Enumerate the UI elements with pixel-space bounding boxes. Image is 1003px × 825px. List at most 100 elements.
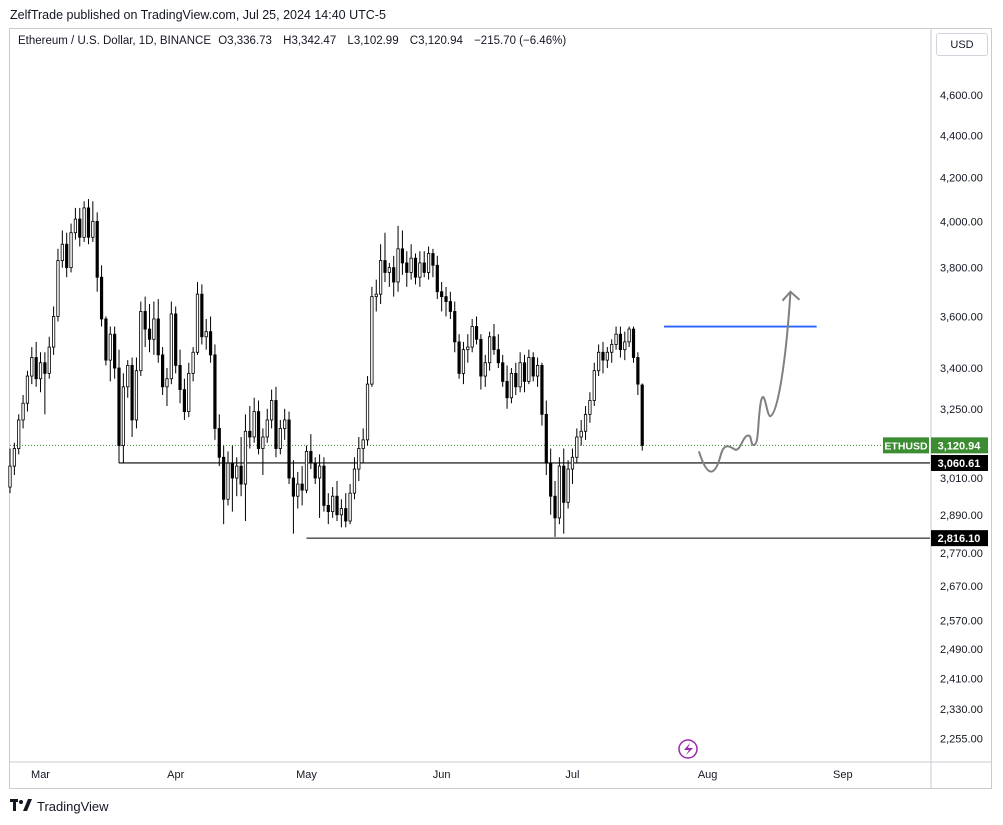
- candle-body: [99, 276, 104, 320]
- candle-body: [226, 462, 230, 500]
- candle-body: [409, 257, 413, 273]
- price-tag-value: 2,816.10: [938, 533, 981, 545]
- candle-body: [435, 264, 439, 293]
- candle-body: [296, 483, 300, 497]
- candle-body: [553, 495, 557, 519]
- candle-body: [95, 220, 99, 278]
- projection-arrow: [697, 291, 792, 473]
- candle-body: [339, 508, 343, 516]
- candle-body: [344, 508, 348, 522]
- candle-body: [361, 439, 365, 449]
- candle-body: [178, 365, 182, 390]
- candle-body: [235, 465, 239, 479]
- candle-body: [392, 267, 396, 283]
- candle-body: [413, 257, 418, 278]
- candle-body: [627, 328, 631, 343]
- currency-button[interactable]: USD: [936, 33, 988, 56]
- candle-body: [265, 419, 269, 438]
- candle-body: [12, 448, 16, 467]
- symbol-tag-label: ETHUSD: [884, 440, 928, 452]
- chart-legend: Ethereum / U.S. Dollar, 1D, BINANCE O3,3…: [18, 35, 570, 47]
- candle-body: [252, 411, 256, 438]
- candle-body: [134, 370, 139, 421]
- x-tick-label: Jul: [565, 769, 579, 781]
- price-tags: 3,120.94 ETHUSD 3,060.61 2,816.10: [883, 437, 988, 547]
- candle-body: [422, 262, 426, 273]
- candle-body: [21, 402, 25, 421]
- candle-body: [213, 354, 217, 429]
- y-tick-label: 2,890.00: [940, 510, 983, 522]
- candle-body: [444, 296, 448, 302]
- candle-body: [440, 291, 444, 298]
- candle-body: [405, 262, 409, 273]
- legend-change: −215.70 (−6.46%): [474, 35, 567, 47]
- candle-body: [230, 462, 234, 479]
- y-tick-label: 2,330.00: [940, 704, 983, 716]
- candle-body: [156, 318, 160, 356]
- candle-body: [17, 419, 21, 449]
- candle-body: [200, 293, 204, 338]
- price-tag-value: 3,060.61: [938, 458, 981, 470]
- candle-body: [117, 367, 121, 447]
- legend-open: 3,336.73: [227, 35, 272, 47]
- candle-body: [91, 220, 95, 238]
- candle-body: [618, 333, 623, 351]
- candle-body: [270, 400, 274, 421]
- candle-body: [614, 333, 618, 345]
- y-tick-label: 4,400.00: [940, 130, 983, 142]
- candle-body: [418, 262, 422, 278]
- candle-body: [400, 248, 405, 264]
- y-tick-label: 2,255.00: [940, 734, 983, 746]
- candle-body: [169, 313, 173, 380]
- candle-body: [575, 436, 579, 458]
- legend-close: 3,120.94: [418, 35, 463, 47]
- candle-body: [274, 400, 278, 449]
- candle-body: [309, 451, 313, 464]
- candle-body: [243, 430, 248, 485]
- candle-body: [191, 351, 195, 374]
- y-tick-label: 4,600.00: [940, 90, 983, 102]
- candle-body: [287, 419, 291, 479]
- candle-body: [43, 362, 47, 374]
- candle-body: [466, 346, 470, 351]
- candle-body: [182, 389, 187, 412]
- candle-body: [56, 260, 60, 317]
- candle-body: [73, 218, 78, 234]
- candle-body: [147, 328, 152, 340]
- y-tick-label: 4,000.00: [940, 216, 983, 228]
- footer-brand[interactable]: TradingView: [10, 799, 109, 814]
- candle-body: [352, 468, 357, 494]
- candle-body: [108, 333, 112, 361]
- candle-body: [544, 413, 548, 464]
- candle-body: [278, 428, 282, 449]
- candle-body: [217, 428, 221, 458]
- flash-icon[interactable]: [678, 739, 698, 759]
- candle-body: [492, 336, 496, 351]
- candle-body: [113, 333, 117, 369]
- candle-body: [374, 293, 378, 298]
- y-tick-label: 2,670.00: [940, 581, 983, 593]
- candle-body: [104, 318, 108, 361]
- candle-body: [326, 505, 330, 513]
- candle-body: [248, 430, 252, 438]
- candle-body: [597, 351, 601, 372]
- candle-body: [610, 344, 614, 353]
- candle-body: [370, 296, 374, 385]
- candle-body: [365, 383, 370, 441]
- y-tick-label: 2,410.00: [940, 674, 983, 686]
- candle-body: [505, 381, 509, 399]
- candle-body: [396, 248, 400, 283]
- legend-high: 3,342.47: [291, 35, 337, 47]
- legend-open-label: O: [218, 35, 228, 47]
- tradingview-logo-icon: [10, 799, 32, 814]
- legend-high-label: H: [283, 35, 292, 47]
- candle-body: [8, 465, 12, 488]
- legend-low-label: L: [347, 35, 354, 47]
- candle-body: [126, 365, 130, 388]
- publisher-line: ZelfTrade published on TradingView.com, …: [10, 8, 386, 22]
- candle-body: [457, 341, 461, 374]
- candle-body: [383, 260, 387, 273]
- time-axis: Mar Apr May Jun Jul Aug Sep: [31, 769, 853, 781]
- candle-body: [60, 243, 64, 261]
